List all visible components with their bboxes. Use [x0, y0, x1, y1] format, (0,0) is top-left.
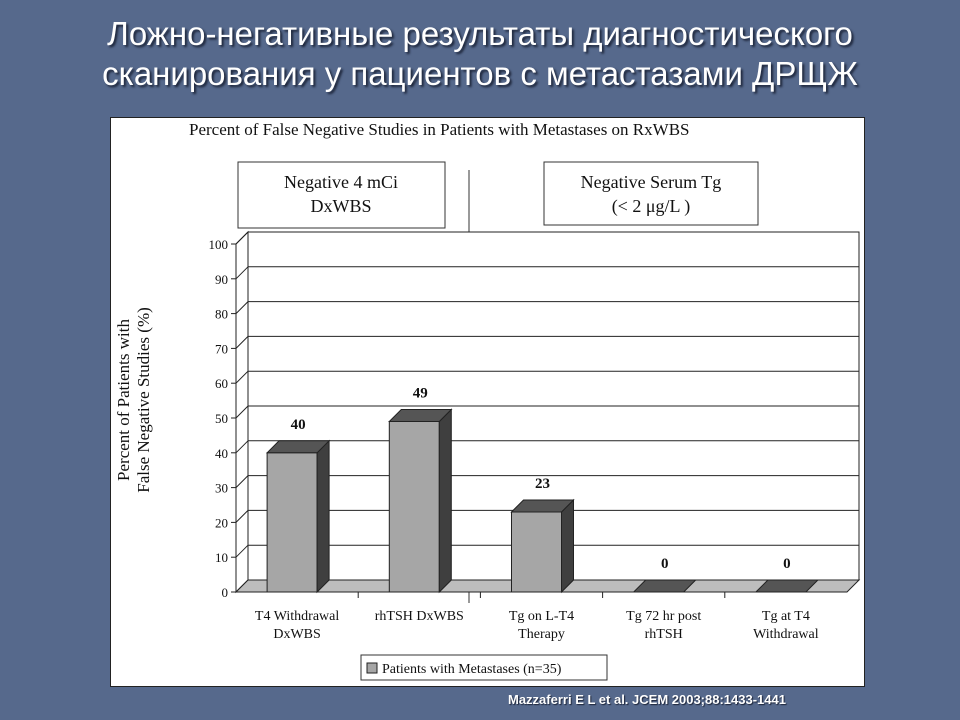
gridline-side: [235, 440, 249, 454]
y-tick-label: 30: [215, 481, 228, 496]
bar-chart: Percent of False Negative Studies in Pat…: [114, 120, 861, 681]
x-category-label-line2: Withdrawal: [753, 627, 819, 642]
x-category-label-line2: rhTSH: [645, 627, 683, 642]
chart-title: Percent of False Negative Studies in Pat…: [189, 120, 690, 139]
slide-title: Ложно-негативные результаты диагностичес…: [0, 14, 960, 94]
gridline-side: [235, 301, 249, 314]
legend-swatch: [366, 662, 378, 674]
y-tick-label: 20: [215, 515, 228, 530]
y-axis-title: Percent of Patients with False Negative …: [114, 307, 153, 493]
bar-side: [561, 498, 574, 594]
bar-top: [388, 408, 453, 422]
slide-title-line-2: сканирования у пациентов с метастазами Д…: [102, 55, 858, 92]
bar-top: [754, 579, 820, 593]
bar-side: [316, 439, 330, 594]
bar-value-label: 49: [413, 385, 428, 401]
x-category-label: Tg 72 hr post: [626, 609, 701, 624]
plot-area: 0 10 20 30 40 50 60 70 80 90 100 40 T4 Withdrawal DxW…: [209, 230, 861, 642]
group-box-right: Negative Serum Tg (< 2 μg/L ): [543, 161, 759, 226]
y-axis-title-line1: Percent of Patients with: [114, 319, 133, 481]
gridline-side: [235, 405, 249, 419]
bar-side: [438, 408, 452, 594]
x-category-label-line2: Therapy: [518, 627, 565, 642]
y-tick-label: 100: [209, 237, 229, 252]
y-tick-label: 60: [215, 376, 228, 391]
x-category-label: T4 Withdrawal: [255, 609, 339, 624]
group-box-left: Negative 4 mCi DxWBS: [237, 161, 446, 229]
bar-value-label: 0: [661, 556, 669, 572]
y-tick-label: 10: [215, 550, 228, 565]
chart-figure: Percent of False Negative Studies in Pat…: [110, 117, 865, 687]
bar: [511, 511, 562, 593]
legend-label: Patients with Metastases (n=35): [382, 662, 562, 677]
gridline-side: [235, 510, 249, 523]
group-box-right-line2: (< 2 μg/L ): [612, 196, 691, 217]
bar-value-label: 40: [291, 417, 306, 433]
bar-top: [510, 499, 575, 513]
x-category-label: rhTSH DxWBS: [375, 609, 464, 624]
y-tick-label: 50: [215, 411, 228, 426]
gridline-side: [235, 266, 249, 280]
gridline-side: [235, 231, 249, 245]
legend: Patients with Metastases (n=35): [360, 654, 608, 681]
x-category-label: Tg at T4: [762, 609, 810, 624]
bar-value-label: 0: [783, 556, 791, 572]
bar-top: [265, 440, 331, 454]
bar-top: [632, 579, 697, 593]
y-axis-title-line2: False Negative Studies (%): [134, 307, 153, 493]
x-category-label-line2: DxWBS: [273, 627, 320, 642]
y-tick-label: 40: [215, 446, 228, 461]
gridline-side: [235, 370, 249, 384]
gridline-side: [235, 475, 249, 488]
citation: Mazzaferri E L et al. JCEM 2003;88:1433-…: [508, 692, 786, 707]
y-tick-label: 90: [215, 272, 228, 287]
group-box-left-line1: Negative 4 mCi: [284, 172, 398, 192]
x-category-label: Tg on L-T4: [509, 609, 574, 624]
y-tick-label: 0: [222, 585, 229, 600]
gridline-side: [235, 336, 249, 349]
group-box-left-line2: DxWBS: [310, 196, 371, 216]
group-box-right-line1: Negative Serum Tg: [581, 172, 722, 192]
y-tick-label: 80: [215, 307, 228, 322]
bar: [266, 452, 318, 593]
gridline-side: [235, 544, 249, 558]
bar: [388, 420, 440, 593]
bar-value-label: 23: [535, 476, 550, 492]
slide-title-line-1: Ложно-негативные результаты диагностичес…: [107, 15, 853, 52]
y-tick-label: 70: [215, 341, 228, 356]
